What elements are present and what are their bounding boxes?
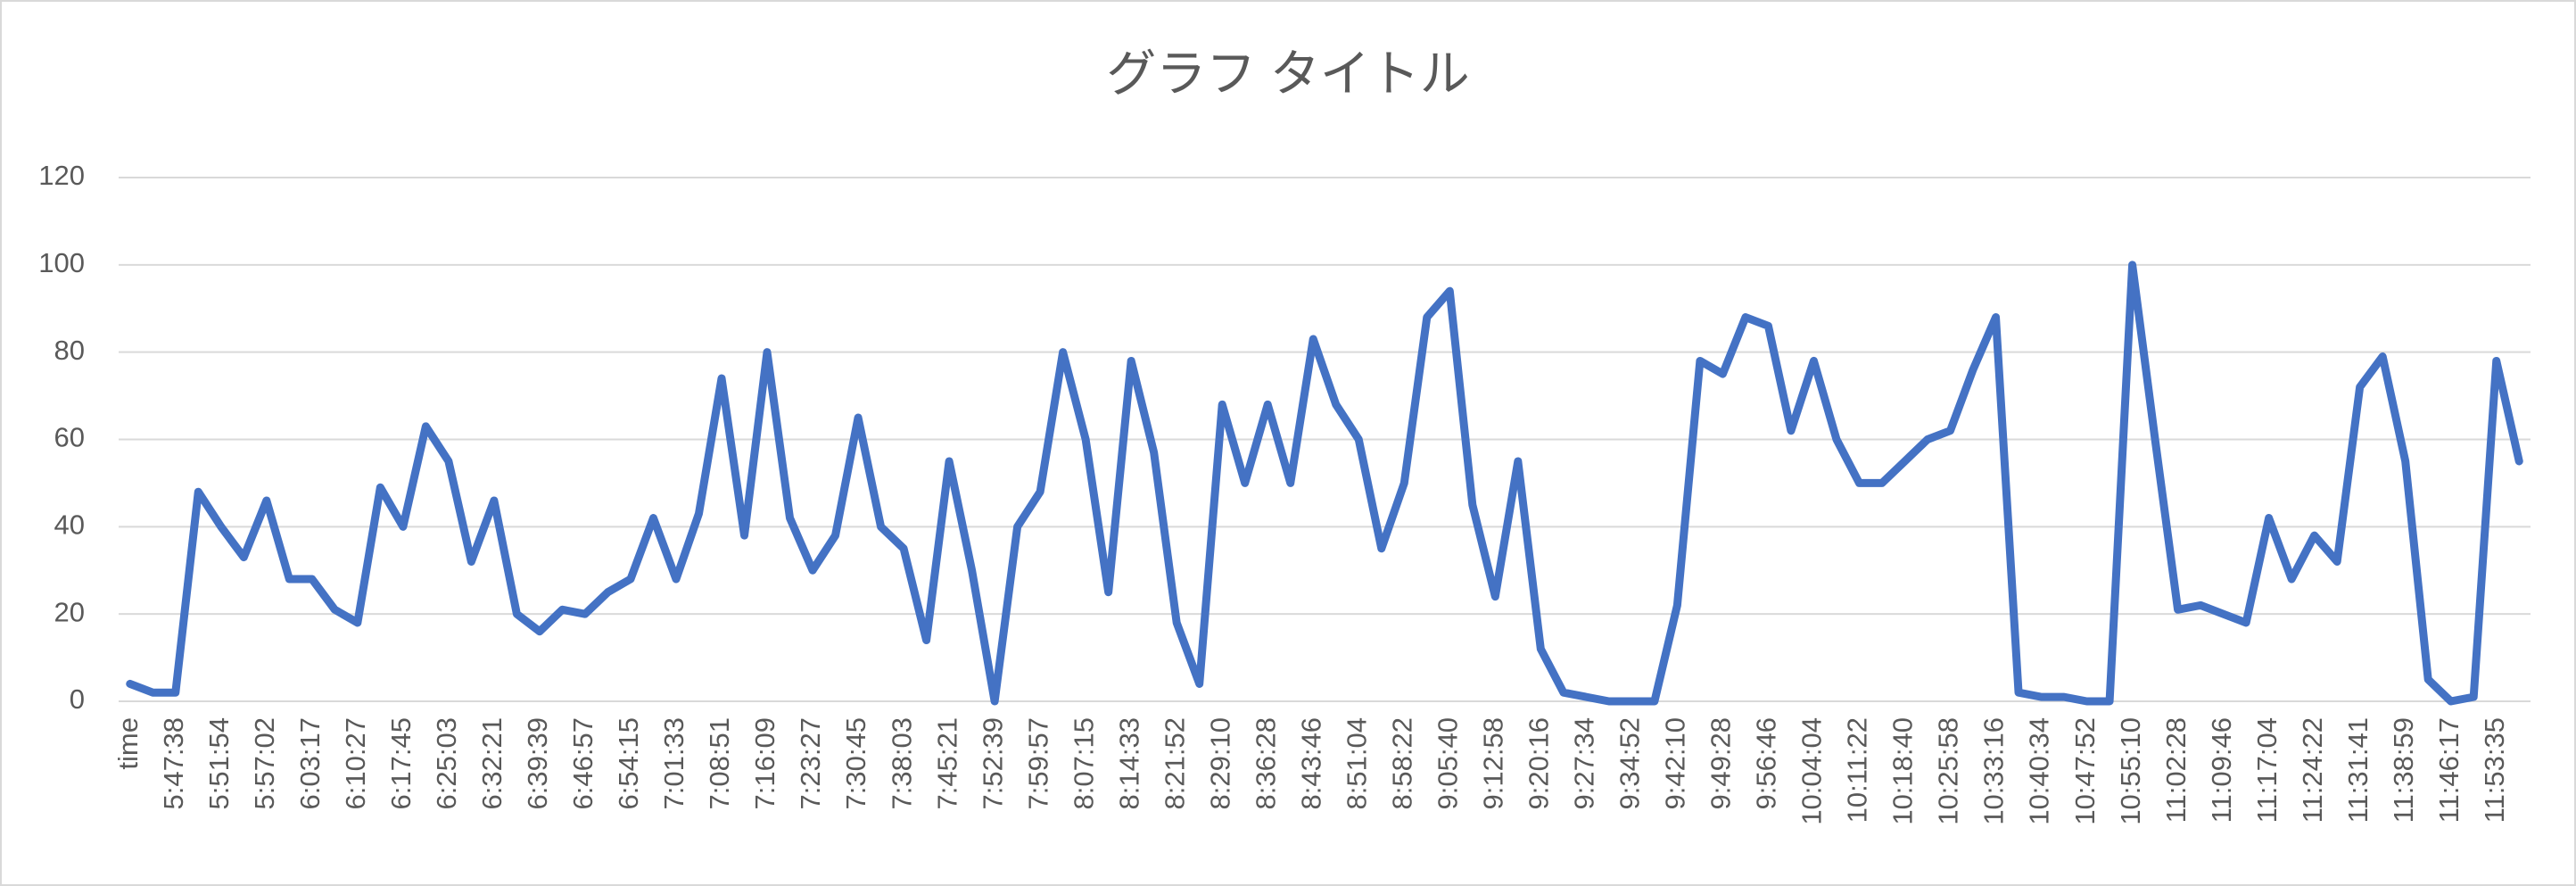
x-tick-label: 11:46:17 (2433, 717, 2465, 823)
x-tick-label: 7:23:27 (795, 717, 826, 809)
y-tick-label: 0 (70, 683, 85, 715)
y-tick-label: 60 (54, 422, 85, 453)
y-tick-label: 20 (54, 596, 85, 627)
x-tick-label: 11:31:41 (2342, 717, 2374, 823)
x-tick-label: 10:04:04 (1796, 717, 1828, 825)
x-tick-label: 11:53:35 (2479, 717, 2510, 823)
x-tick-label: 7:08:51 (704, 717, 735, 809)
y-tick-label: 40 (54, 509, 85, 541)
x-tick-label: 6:39:39 (522, 717, 553, 809)
x-tick-label: 10:18:40 (1887, 717, 1919, 825)
x-tick-label: 10:25:58 (1933, 717, 1964, 825)
x-tick-label: 7:16:09 (749, 717, 780, 809)
series-line (126, 261, 2523, 706)
x-tick-label: 11:09:46 (2206, 717, 2237, 823)
x-tick-label: 10:55:10 (2115, 717, 2146, 825)
x-tick-label: 11:24:22 (2297, 717, 2328, 823)
x-tick-label: 8:43:46 (1295, 717, 1326, 809)
x-tick-label: 7:59:57 (1022, 717, 1053, 809)
x-tick-label: 5:51:54 (203, 717, 235, 809)
x-tick-label: 9:20:16 (1523, 717, 1555, 809)
x-tick-label: 9:49:28 (1705, 717, 1737, 809)
x-tick-label: 10:33:16 (1978, 717, 2010, 825)
chart-title: グラフ タイトル (1106, 46, 1470, 102)
x-tick-label: 8:36:28 (1250, 717, 1281, 809)
x-tick-label: 8:29:10 (1204, 717, 1235, 809)
x-tick-label: 11:02:28 (2160, 717, 2192, 823)
x-tick-label: 6:17:45 (385, 717, 417, 809)
x-tick-label: 5:47:38 (158, 717, 189, 809)
x-tick-label: 5:57:02 (249, 717, 280, 809)
x-tick-label: 6:10:27 (340, 717, 371, 809)
x-tick-label: 9:34:52 (1614, 717, 1646, 809)
x-tick-label: 8:07:15 (1068, 717, 1099, 809)
x-tick-label: time (112, 717, 144, 770)
y-tick-label: 100 (38, 247, 85, 278)
x-tick-label: 9:05:40 (1432, 717, 1463, 809)
x-tick-label: 7:52:39 (977, 717, 1008, 809)
x-tick-label: 6:46:57 (567, 717, 599, 809)
x-tick-label: 7:45:21 (931, 717, 962, 809)
y-tick-label: 120 (38, 160, 85, 191)
x-tick-label: 6:25:03 (431, 717, 462, 809)
x-tick-label: 6:54:15 (613, 717, 644, 809)
x-tick-label: 10:11:22 (1842, 717, 1873, 823)
x-tick-label: 7:38:03 (886, 717, 917, 809)
x-tick-label: 8:51:04 (1341, 717, 1372, 809)
x-tick-label: 9:42:10 (1660, 717, 1691, 809)
x-tick-label: 8:21:52 (1159, 717, 1190, 809)
x-tick-label: 8:14:33 (1113, 717, 1144, 809)
x-tick-label: 10:40:34 (2024, 717, 2055, 825)
x-tick-label: 8:58:22 (1386, 717, 1417, 809)
x-tick-label: 10:47:52 (2069, 717, 2101, 825)
x-tick-label: 6:03:17 (294, 717, 326, 809)
x-tick-label: 7:01:33 (658, 717, 689, 809)
y-tick-label: 80 (54, 335, 85, 366)
x-tick-label: 7:30:45 (840, 717, 871, 809)
x-tick-label: 9:56:46 (1751, 717, 1782, 809)
x-tick-label: 6:32:21 (476, 717, 508, 809)
x-tick-label: 11:17:04 (2251, 717, 2283, 823)
x-tick-label: 11:38:59 (2388, 717, 2419, 823)
x-tick-label: 9:12:58 (1478, 717, 1509, 809)
x-tick-label: 9:27:34 (1569, 717, 1600, 809)
